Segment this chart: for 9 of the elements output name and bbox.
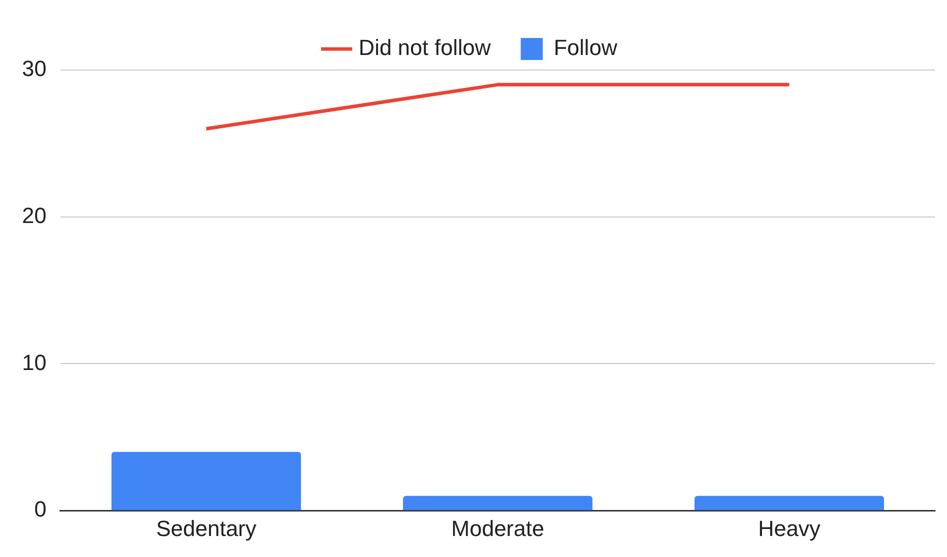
legend-label: Follow (554, 35, 618, 60)
y-tick-label: 20 (22, 202, 46, 228)
x-tick-label: Heavy (758, 516, 820, 541)
legend-label: Did not follow (358, 35, 491, 60)
y-tick-label: 30 (22, 56, 46, 82)
x-tick-label: Moderate (451, 516, 544, 541)
y-tick-label: 10 (22, 350, 46, 375)
x-tick-label: Sedentary (156, 516, 256, 541)
y-tick-label: 0 (34, 496, 46, 522)
